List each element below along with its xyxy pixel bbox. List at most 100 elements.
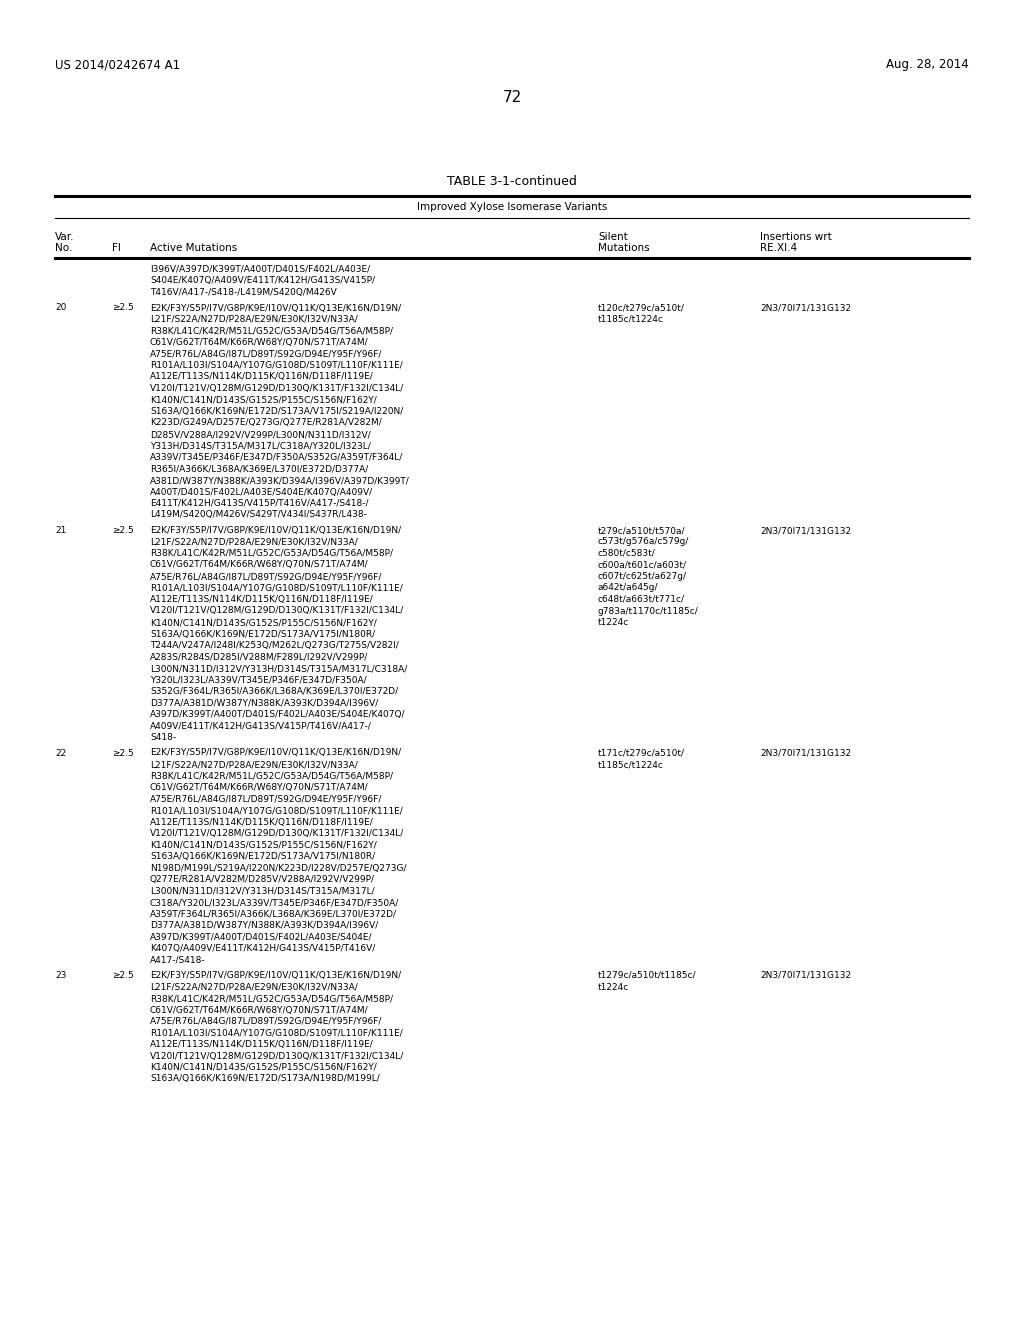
Text: L300N/N311D/I312V/Y313H/D314S/T315A/M317L/C318A/: L300N/N311D/I312V/Y313H/D314S/T315A/M317… xyxy=(150,664,408,673)
Text: t279c/a510t/t570a/: t279c/a510t/t570a/ xyxy=(598,525,685,535)
Text: ≥2.5: ≥2.5 xyxy=(112,748,134,758)
Text: No.: No. xyxy=(55,243,73,253)
Text: L21F/S22A/N27D/P28A/E29N/E30K/I32V/N33A/: L21F/S22A/N27D/P28A/E29N/E30K/I32V/N33A/ xyxy=(150,982,357,991)
Text: E2K/F3Y/S5P/I7V/G8P/K9E/I10V/Q11K/Q13E/K16N/D19N/: E2K/F3Y/S5P/I7V/G8P/K9E/I10V/Q11K/Q13E/K… xyxy=(150,525,401,535)
Text: K140N/C141N/D143S/G152S/P155C/S156N/F162Y/: K140N/C141N/D143S/G152S/P155C/S156N/F162… xyxy=(150,396,377,404)
Text: Improved Xylose Isomerase Variants: Improved Xylose Isomerase Variants xyxy=(417,202,607,213)
Text: V120I/T121V/Q128M/G129D/D130Q/K131T/F132I/C134L/: V120I/T121V/Q128M/G129D/D130Q/K131T/F132… xyxy=(150,1052,404,1060)
Text: S418-: S418- xyxy=(150,733,176,742)
Text: 2N3/70I71/131G132: 2N3/70I71/131G132 xyxy=(760,525,851,535)
Text: A339V/T345E/P346F/E347D/F350A/S352G/A359T/F364L/: A339V/T345E/P346F/E347D/F350A/S352G/A359… xyxy=(150,453,403,462)
Text: A417-/S418-: A417-/S418- xyxy=(150,956,206,965)
Text: E2K/F3Y/S5P/I7V/G8P/K9E/I10V/Q11K/Q13E/K16N/D19N/: E2K/F3Y/S5P/I7V/G8P/K9E/I10V/Q11K/Q13E/K… xyxy=(150,748,401,758)
Text: 20: 20 xyxy=(55,304,67,313)
Text: A397D/K399T/A400T/D401S/F402L/A403E/S404E/: A397D/K399T/A400T/D401S/F402L/A403E/S404… xyxy=(150,932,373,941)
Text: S352G/F364L/R365I/A366K/L368A/K369E/L370I/E372D/: S352G/F364L/R365I/A366K/L368A/K369E/L370… xyxy=(150,686,398,696)
Text: A112E/T113S/N114K/D115K/Q116N/D118F/I119E/: A112E/T113S/N114K/D115K/Q116N/D118F/I119… xyxy=(150,595,374,605)
Text: R101A/L103I/S104A/Y107G/G108D/S109T/L110F/K111E/: R101A/L103I/S104A/Y107G/G108D/S109T/L110… xyxy=(150,360,402,370)
Text: R38K/L41C/K42R/M51L/G52C/G53A/D54G/T56A/M58P/: R38K/L41C/K42R/M51L/G52C/G53A/D54G/T56A/… xyxy=(150,326,393,335)
Text: Y320L/I323L/A339V/T345E/P346F/E347D/F350A/: Y320L/I323L/A339V/T345E/P346F/E347D/F350… xyxy=(150,676,367,685)
Text: t1224c: t1224c xyxy=(598,982,630,991)
Text: R38K/L41C/K42R/M51L/G52C/G53A/D54G/T56A/M58P/: R38K/L41C/K42R/M51L/G52C/G53A/D54G/T56A/… xyxy=(150,994,393,1003)
Text: V120I/T121V/Q128M/G129D/D130Q/K131T/F132I/C134L/: V120I/T121V/Q128M/G129D/D130Q/K131T/F132… xyxy=(150,829,404,838)
Text: N198D/M199L/S219A/I220N/K223D/I228V/D257E/Q273G/: N198D/M199L/S219A/I220N/K223D/I228V/D257… xyxy=(150,863,407,873)
Text: t171c/t279c/a510t/: t171c/t279c/a510t/ xyxy=(598,748,685,758)
Text: S163A/Q166K/K169N/E172D/S173A/V175I/N180R/: S163A/Q166K/K169N/E172D/S173A/V175I/N180… xyxy=(150,630,375,639)
Text: 21: 21 xyxy=(55,525,67,535)
Text: C318A/Y320L/I323L/A339V/T345E/P346F/E347D/F350A/: C318A/Y320L/I323L/A339V/T345E/P346F/E347… xyxy=(150,898,399,907)
Text: R38K/L41C/K42R/M51L/G52C/G53A/D54G/T56A/M58P/: R38K/L41C/K42R/M51L/G52C/G53A/D54G/T56A/… xyxy=(150,549,393,558)
Text: A112E/T113S/N114K/D115K/Q116N/D118F/I119E/: A112E/T113S/N114K/D115K/Q116N/D118F/I119… xyxy=(150,817,374,826)
Text: Insertions wrt: Insertions wrt xyxy=(760,232,831,242)
Text: FI: FI xyxy=(112,243,121,253)
Text: A75E/R76L/A84G/I87L/D89T/S92G/D94E/Y95F/Y96F/: A75E/R76L/A84G/I87L/D89T/S92G/D94E/Y95F/… xyxy=(150,795,382,804)
Text: E411T/K412H/G413S/V415P/T416V/A417-/S418-/: E411T/K412H/G413S/V415P/T416V/A417-/S418… xyxy=(150,499,369,508)
Text: K140N/C141N/D143S/G152S/P155C/S156N/F162Y/: K140N/C141N/D143S/G152S/P155C/S156N/F162… xyxy=(150,618,377,627)
Text: V120I/T121V/Q128M/G129D/D130Q/K131T/F132I/C134L/: V120I/T121V/Q128M/G129D/D130Q/K131T/F132… xyxy=(150,384,404,393)
Text: S163A/Q166K/K169N/E172D/S173A/N198D/M199L/: S163A/Q166K/K169N/E172D/S173A/N198D/M199… xyxy=(150,1074,380,1084)
Text: t1185c/t1224c: t1185c/t1224c xyxy=(598,760,664,770)
Text: E2K/F3Y/S5P/I7V/G8P/K9E/I10V/Q11K/Q13E/K16N/D19N/: E2K/F3Y/S5P/I7V/G8P/K9E/I10V/Q11K/Q13E/K… xyxy=(150,972,401,979)
Text: V120I/T121V/Q128M/G129D/D130Q/K131T/F132I/C134L/: V120I/T121V/Q128M/G129D/D130Q/K131T/F132… xyxy=(150,606,404,615)
Text: A75E/R76L/A84G/I87L/D89T/S92G/D94E/Y95F/Y96F/: A75E/R76L/A84G/I87L/D89T/S92G/D94E/Y95F/… xyxy=(150,1016,382,1026)
Text: C61V/G62T/T64M/K66R/W68Y/Q70N/S71T/A74M/: C61V/G62T/T64M/K66R/W68Y/Q70N/S71T/A74M/ xyxy=(150,338,369,347)
Text: 2N3/70I71/131G132: 2N3/70I71/131G132 xyxy=(760,972,851,979)
Text: a642t/a645g/: a642t/a645g/ xyxy=(598,583,658,593)
Text: ≥2.5: ≥2.5 xyxy=(112,972,134,979)
Text: A400T/D401S/F402L/A403E/S404E/K407Q/A409V/: A400T/D401S/F402L/A403E/S404E/K407Q/A409… xyxy=(150,487,373,496)
Text: t120c/t279c/a510t/: t120c/t279c/a510t/ xyxy=(598,304,685,313)
Text: A112E/T113S/N114K/D115K/Q116N/D118F/I119E/: A112E/T113S/N114K/D115K/Q116N/D118F/I119… xyxy=(150,372,374,381)
Text: C61V/G62T/T64M/K66R/W68Y/Q70N/S71T/A74M/: C61V/G62T/T64M/K66R/W68Y/Q70N/S71T/A74M/ xyxy=(150,1006,369,1015)
Text: TABLE 3-1-continued: TABLE 3-1-continued xyxy=(447,176,577,187)
Text: Silent: Silent xyxy=(598,232,628,242)
Text: R101A/L103I/S104A/Y107G/G108D/S109T/L110F/K111E/: R101A/L103I/S104A/Y107G/G108D/S109T/L110… xyxy=(150,1028,402,1038)
Text: L21F/S22A/N27D/P28A/E29N/E30K/I32V/N33A/: L21F/S22A/N27D/P28A/E29N/E30K/I32V/N33A/ xyxy=(150,315,357,323)
Text: c580t/c583t/: c580t/c583t/ xyxy=(598,549,655,558)
Text: RE.XI.4: RE.XI.4 xyxy=(760,243,797,253)
Text: T416V/A417-/S418-/L419M/S420Q/M426V: T416V/A417-/S418-/L419M/S420Q/M426V xyxy=(150,288,337,297)
Text: R101A/L103I/S104A/Y107G/G108D/S109T/L110F/K111E/: R101A/L103I/S104A/Y107G/G108D/S109T/L110… xyxy=(150,583,402,593)
Text: t1185c/t1224c: t1185c/t1224c xyxy=(598,315,664,323)
Text: S163A/Q166K/K169N/E172D/S173A/V175I/N180R/: S163A/Q166K/K169N/E172D/S173A/V175I/N180… xyxy=(150,851,375,861)
Text: A409V/E411T/K412H/G413S/V415P/T416V/A417-/: A409V/E411T/K412H/G413S/V415P/T416V/A417… xyxy=(150,722,372,730)
Text: 22: 22 xyxy=(55,748,67,758)
Text: ≥2.5: ≥2.5 xyxy=(112,304,134,313)
Text: ≥2.5: ≥2.5 xyxy=(112,525,134,535)
Text: R38K/L41C/K42R/M51L/G52C/G53A/D54G/T56A/M58P/: R38K/L41C/K42R/M51L/G52C/G53A/D54G/T56A/… xyxy=(150,771,393,780)
Text: K140N/C141N/D143S/G152S/P155C/S156N/F162Y/: K140N/C141N/D143S/G152S/P155C/S156N/F162… xyxy=(150,841,377,850)
Text: K140N/C141N/D143S/G152S/P155C/S156N/F162Y/: K140N/C141N/D143S/G152S/P155C/S156N/F162… xyxy=(150,1063,377,1072)
Text: T244A/V247A/I248I/K253Q/M262L/Q273G/T275S/V282I/: T244A/V247A/I248I/K253Q/M262L/Q273G/T275… xyxy=(150,642,398,649)
Text: K407Q/A409V/E411T/K412H/G413S/V415P/T416V/: K407Q/A409V/E411T/K412H/G413S/V415P/T416… xyxy=(150,944,375,953)
Text: c573t/g576a/c579g/: c573t/g576a/c579g/ xyxy=(598,537,689,546)
Text: t1224c: t1224c xyxy=(598,618,630,627)
Text: R101A/L103I/S104A/Y107G/G108D/S109T/L110F/K111E/: R101A/L103I/S104A/Y107G/G108D/S109T/L110… xyxy=(150,807,402,814)
Text: D285V/V288A/I292V/V299P/L300N/N311D/I312V/: D285V/V288A/I292V/V299P/L300N/N311D/I312… xyxy=(150,430,371,440)
Text: A75E/R76L/A84G/I87L/D89T/S92G/D94E/Y95F/Y96F/: A75E/R76L/A84G/I87L/D89T/S92G/D94E/Y95F/… xyxy=(150,350,382,359)
Text: 2N3/70I71/131G132: 2N3/70I71/131G132 xyxy=(760,304,851,313)
Text: L300N/N311D/I312V/Y313H/D314S/T315A/M317L/: L300N/N311D/I312V/Y313H/D314S/T315A/M317… xyxy=(150,887,375,895)
Text: D377A/A381D/W387Y/N388K/A393K/D394A/I396V/: D377A/A381D/W387Y/N388K/A393K/D394A/I396… xyxy=(150,698,378,708)
Text: Y313H/D314S/T315A/M317L/C318A/Y320L/I323L/: Y313H/D314S/T315A/M317L/C318A/Y320L/I323… xyxy=(150,441,371,450)
Text: c600a/t601c/a603t/: c600a/t601c/a603t/ xyxy=(598,561,687,569)
Text: L21F/S22A/N27D/P28A/E29N/E30K/I32V/N33A/: L21F/S22A/N27D/P28A/E29N/E30K/I32V/N33A/ xyxy=(150,760,357,770)
Text: D377A/A381D/W387Y/N388K/A393K/D394A/I396V/: D377A/A381D/W387Y/N388K/A393K/D394A/I396… xyxy=(150,921,378,931)
Text: Aug. 28, 2014: Aug. 28, 2014 xyxy=(886,58,969,71)
Text: S163A/Q166K/K169N/E172D/S173A/V175I/S219A/I220N/: S163A/Q166K/K169N/E172D/S173A/V175I/S219… xyxy=(150,407,403,416)
Text: A381D/W387Y/N388K/A393K/D394A/I396V/A397D/K399T/: A381D/W387Y/N388K/A393K/D394A/I396V/A397… xyxy=(150,477,410,484)
Text: A359T/F364L/R365I/A366K/L368A/K369E/L370I/E372D/: A359T/F364L/R365I/A366K/L368A/K369E/L370… xyxy=(150,909,397,919)
Text: US 2014/0242674 A1: US 2014/0242674 A1 xyxy=(55,58,180,71)
Text: K223D/G249A/D257E/Q273G/Q277E/R281A/V282M/: K223D/G249A/D257E/Q273G/Q277E/R281A/V282… xyxy=(150,418,382,428)
Text: I396V/A397D/K399T/A400T/D401S/F402L/A403E/: I396V/A397D/K399T/A400T/D401S/F402L/A403… xyxy=(150,265,370,275)
Text: A75E/R76L/A84G/I87L/D89T/S92G/D94E/Y95F/Y96F/: A75E/R76L/A84G/I87L/D89T/S92G/D94E/Y95F/… xyxy=(150,572,382,581)
Text: 23: 23 xyxy=(55,972,67,979)
Text: L21F/S22A/N27D/P28A/E29N/E30K/I32V/N33A/: L21F/S22A/N27D/P28A/E29N/E30K/I32V/N33A/ xyxy=(150,537,357,546)
Text: A283S/R284S/D285I/V288M/F289L/I292V/V299P/: A283S/R284S/D285I/V288M/F289L/I292V/V299… xyxy=(150,652,369,661)
Text: Q277E/R281A/V282M/D285V/V288A/I292V/V299P/: Q277E/R281A/V282M/D285V/V288A/I292V/V299… xyxy=(150,875,375,884)
Text: A397D/K399T/A400T/D401S/F402L/A403E/S404E/K407Q/: A397D/K399T/A400T/D401S/F402L/A403E/S404… xyxy=(150,710,406,719)
Text: Var.: Var. xyxy=(55,232,75,242)
Text: Active Mutations: Active Mutations xyxy=(150,243,238,253)
Text: t1279c/a510t/t1185c/: t1279c/a510t/t1185c/ xyxy=(598,972,696,979)
Text: 2N3/70I71/131G132: 2N3/70I71/131G132 xyxy=(760,748,851,758)
Text: A112E/T113S/N114K/D115K/Q116N/D118F/I119E/: A112E/T113S/N114K/D115K/Q116N/D118F/I119… xyxy=(150,1040,374,1049)
Text: Mutations: Mutations xyxy=(598,243,649,253)
